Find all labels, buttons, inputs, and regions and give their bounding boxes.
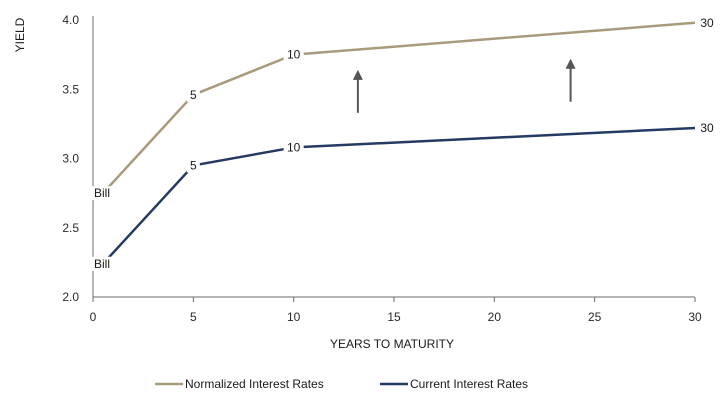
point-label: 10 (287, 140, 301, 154)
x-tick-label: 25 (588, 310, 602, 324)
point-label: Bill (94, 186, 110, 200)
x-tick-label: 5 (190, 310, 197, 324)
legend-label: Normalized Interest Rates (185, 377, 324, 391)
chart-axes: 0 5 10 15 20 25 30 2.0 2.5 3.0 3.5 4.0 (62, 13, 702, 324)
y-axis-title: YIELD (13, 17, 27, 52)
chart-point-labels: Bill 5 10 30 Bill 5 10 30 (85, 15, 717, 271)
series-line-normalized (102, 21, 696, 194)
point-label: 10 (287, 48, 301, 62)
point-label-background (85, 256, 119, 271)
point-label-background (697, 15, 717, 30)
x-tick-label: 30 (688, 310, 702, 324)
up-arrow-head (565, 58, 576, 69)
point-label: 5 (190, 158, 197, 172)
point-label-background (186, 158, 200, 173)
x-axis-title: YEARS TO MATURITY (330, 337, 454, 351)
series-line-current (102, 126, 696, 265)
chart-annotations (352, 58, 576, 113)
point-label: 30 (700, 121, 714, 135)
chart-legend: Normalized Interest Rates Current Interes… (155, 377, 528, 391)
up-arrow-head (352, 69, 363, 80)
chart-series-lines (102, 21, 696, 265)
y-tick-label: 3.5 (62, 82, 79, 96)
point-label: 30 (700, 16, 714, 30)
point-label-background (697, 121, 717, 136)
x-tick-label: 0 (90, 310, 97, 324)
point-label-background (283, 47, 304, 62)
legend-label: Current Interest Rates (410, 377, 528, 391)
point-label-background (85, 186, 119, 201)
legend-item: Current Interest Rates (380, 377, 528, 391)
y-tick-label: 3.0 (62, 152, 79, 166)
y-tick-label: 2.5 (62, 221, 79, 235)
point-label: 5 (190, 88, 197, 102)
point-label-background (186, 87, 200, 102)
x-tick-label: 15 (387, 310, 401, 324)
y-tick-label: 2.0 (62, 290, 79, 304)
x-tick-label: 10 (287, 310, 301, 324)
point-label: Bill (94, 257, 110, 271)
y-tick-label: 4.0 (62, 13, 79, 27)
legend-item: Normalized Interest Rates (155, 377, 324, 391)
point-label-background (283, 140, 304, 155)
x-tick-label: 20 (488, 310, 502, 324)
